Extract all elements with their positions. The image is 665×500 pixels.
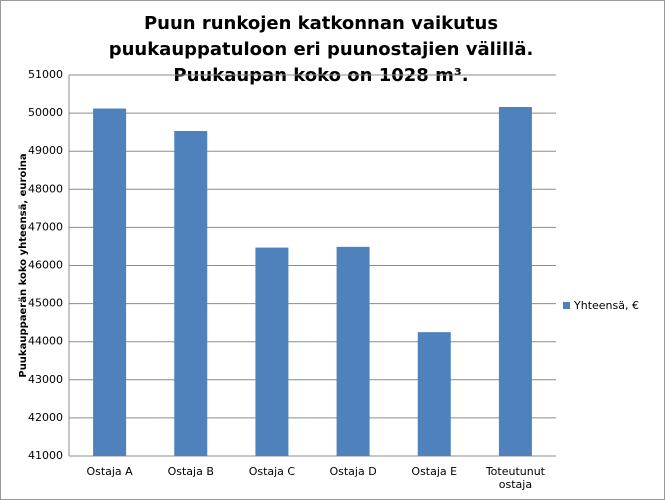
x-tick-label: Ostaja D [329,465,377,478]
y-tick-label: 42000 [28,411,63,424]
y-tick-label: 49000 [28,144,63,157]
y-tick-label: 43000 [28,373,63,386]
x-tick-label: Toteutunut ostaja [485,465,545,491]
bar [336,246,370,456]
bar [93,108,127,456]
y-tick-label: 50000 [28,106,63,119]
bar [174,131,208,456]
x-tick-label: Ostaja A [86,465,133,478]
bar [255,247,289,456]
y-tick-label: 46000 [28,259,63,272]
y-tick-label: 41000 [28,449,63,462]
bar [498,107,532,456]
chart-title: Puun runkojen katkonnan vaikutus puukaup… [108,13,534,86]
legend-swatch [563,302,570,309]
y-tick-label: 51000 [28,68,63,81]
legend-label: Yhteensä, € [573,299,639,312]
x-tick-label: Ostaja C [248,465,296,478]
x-tick-label: Ostaja B [167,465,214,478]
y-tick-label: 48000 [28,182,63,195]
y-axis-label: Puukauppaerän koko yhteensä, euroina [18,153,29,377]
y-tick-label: 47000 [28,220,63,233]
x-tick-label: Ostaja E [411,465,458,478]
y-tick-label: 45000 [28,297,63,310]
y-tick-label: 44000 [28,335,63,348]
bar [417,332,451,456]
